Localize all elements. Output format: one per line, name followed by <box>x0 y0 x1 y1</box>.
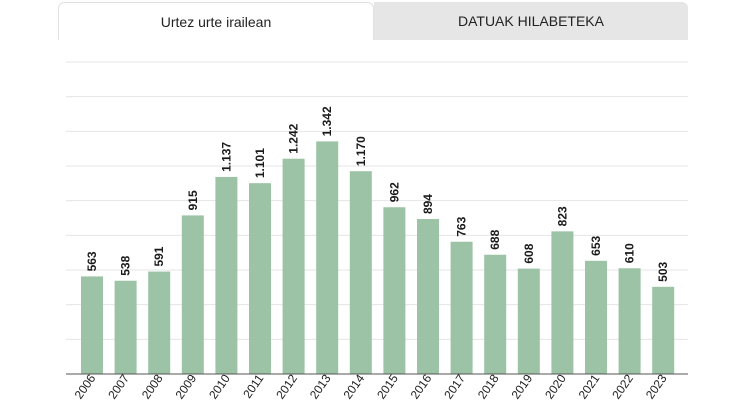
x-tick-2015: 2015 <box>374 371 401 401</box>
x-tick-2006: 2006 <box>72 371 99 401</box>
value-label-2010: 1.137 <box>219 142 233 172</box>
value-label-2008: 591 <box>152 246 166 266</box>
value-label-2012: 1.242 <box>287 123 301 153</box>
x-tick-2011: 2011 <box>240 371 266 400</box>
bar-2014 <box>349 171 372 374</box>
x-tick-2023: 2023 <box>643 371 670 401</box>
x-tick-2013: 2013 <box>307 371 334 401</box>
value-label-2007: 538 <box>119 255 133 275</box>
bar-2011 <box>249 183 271 374</box>
bar-2013 <box>316 141 339 374</box>
bar-2021 <box>585 260 607 374</box>
bar-2009 <box>181 215 204 374</box>
bars <box>81 141 675 374</box>
x-tick-2009: 2009 <box>172 371 199 401</box>
value-label-2013: 1.342 <box>320 106 334 136</box>
bar-2020 <box>551 231 574 374</box>
bar-2016 <box>417 219 439 374</box>
x-tick-2010: 2010 <box>206 371 233 401</box>
value-label-2023: 503 <box>656 261 670 281</box>
value-label-2017: 763 <box>455 216 469 236</box>
bar-2023 <box>652 286 675 374</box>
x-tick-2021: 2021 <box>576 371 603 401</box>
tab-bar: Urtez urte irailean DATUAK HILABETEKA <box>58 2 688 40</box>
x-tick-2020: 2020 <box>542 371 569 401</box>
bar-2018 <box>484 254 507 374</box>
value-label-2016: 894 <box>421 194 435 214</box>
x-tick-2012: 2012 <box>273 371 300 401</box>
value-label-2015: 962 <box>387 182 401 202</box>
bar-2019 <box>517 268 540 374</box>
value-label-2006: 563 <box>85 251 99 271</box>
gridlines <box>66 61 688 340</box>
x-tick-2014: 2014 <box>340 371 367 401</box>
value-label-2021: 653 <box>589 235 603 255</box>
x-tick-2007: 2007 <box>105 371 132 401</box>
bar-2012 <box>282 158 305 374</box>
value-label-2019: 608 <box>522 243 536 263</box>
x-tick-labels: 2006 2007 2008 2009 2010 2011 2012 2013 2014 2015… <box>72 371 670 401</box>
x-tick-2017: 2017 <box>441 371 468 401</box>
bar-2007 <box>114 280 137 374</box>
value-label-2020: 823 <box>555 206 569 226</box>
bar-2017 <box>450 241 473 374</box>
bar-2008 <box>148 271 171 374</box>
value-label-2009: 915 <box>186 190 200 210</box>
value-label-2014: 1.170 <box>354 136 368 166</box>
value-label-2018: 688 <box>488 229 502 249</box>
x-tick-2018: 2018 <box>475 371 502 401</box>
x-tick-2022: 2022 <box>609 371 636 401</box>
tab-urtez-urte-irailean[interactable]: Urtez urte irailean <box>58 2 374 40</box>
bar-2006 <box>81 276 103 374</box>
bar-2022 <box>618 268 641 374</box>
x-tick-2008: 2008 <box>139 371 166 401</box>
bar-2010 <box>215 176 238 374</box>
value-label-2022: 610 <box>623 243 637 263</box>
value-label-2011: 1.101 <box>253 148 267 178</box>
x-tick-2016: 2016 <box>408 371 435 401</box>
bar-2015 <box>383 207 406 374</box>
value-labels: 563 538 591 915 1.137 1.101 1.242 1.342 1.170 962… <box>85 106 670 282</box>
x-tick-2019: 2019 <box>508 371 535 401</box>
tab-datuak-hilabeteka[interactable]: DATUAK HILABETEKA <box>374 2 688 40</box>
